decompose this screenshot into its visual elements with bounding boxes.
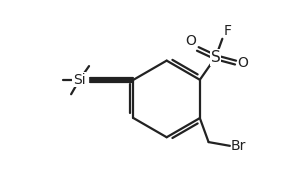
Text: O: O <box>237 56 248 70</box>
Text: F: F <box>223 24 231 38</box>
Text: O: O <box>185 34 196 48</box>
Text: Br: Br <box>231 139 246 153</box>
Text: S: S <box>211 50 221 65</box>
Text: Si: Si <box>73 73 86 87</box>
